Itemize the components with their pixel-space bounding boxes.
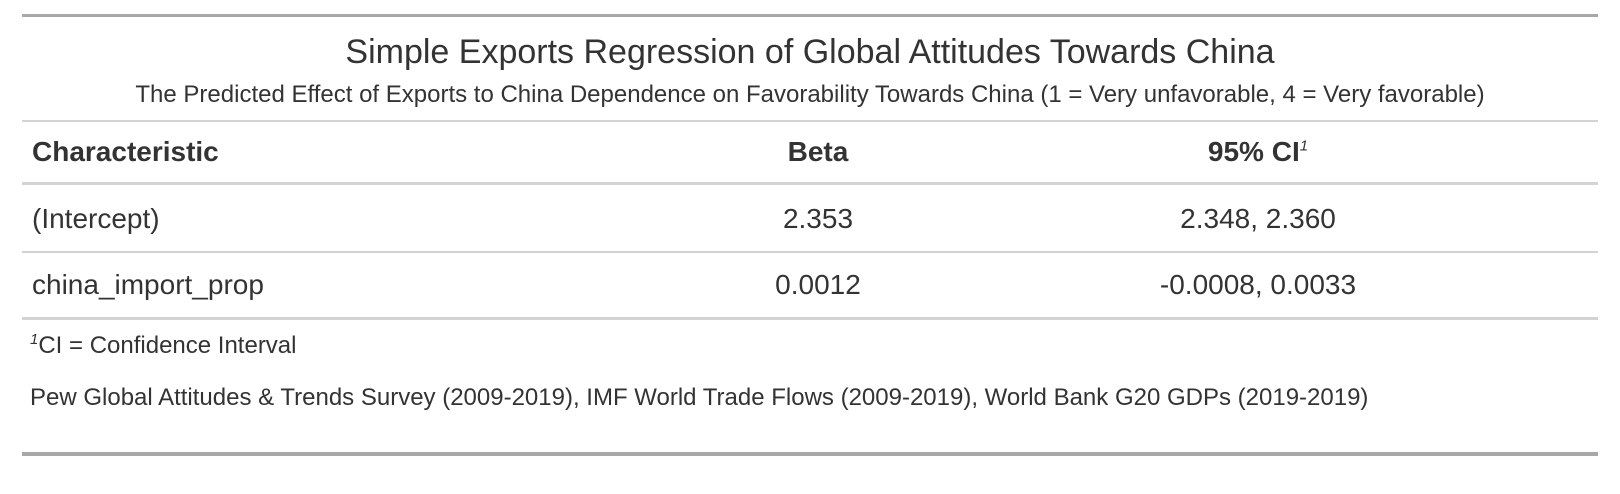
cell-characteristic: china_import_prop — [32, 269, 264, 300]
table-row: (Intercept) 2.353 2.348, 2.360 — [22, 185, 1598, 253]
table-title: Simple Exports Regression of Global Atti… — [345, 33, 1275, 71]
source-note: Pew Global Attitudes & Trends Survey (20… — [30, 384, 1369, 411]
footnote-mark: 1 — [30, 331, 39, 348]
column-header-ci: 95% CI1 — [1148, 132, 1368, 172]
cell-characteristic: (Intercept) — [32, 203, 160, 234]
cell-beta: 2.353 — [782, 203, 854, 234]
body-bottom-rule — [22, 317, 1598, 320]
row-separator — [22, 251, 1598, 253]
column-header-characteristic: Characteristic — [32, 136, 219, 167]
cell-beta: 0.0012 — [775, 269, 861, 300]
table-top-rule — [22, 14, 1598, 17]
column-header-beta: Beta — [787, 136, 849, 167]
table-subtitle: The Predicted Effect of Exports to China… — [135, 81, 1485, 108]
header-top-rule — [22, 120, 1598, 122]
table-row: china_import_prop 0.0012 -0.0008, 0.0033 — [22, 251, 1598, 319]
footnote-text: CI = Confidence Interval — [38, 332, 297, 359]
table-bottom-rule — [22, 452, 1598, 456]
column-header-ci-footnote-mark: 1 — [1299, 137, 1309, 155]
header-bottom-rule — [22, 182, 1598, 185]
cell-ci: -0.0008, 0.0033 — [1159, 269, 1357, 300]
table-footnote: 1CI = Confidence Interval — [30, 330, 296, 362]
column-header-ci-label: 95% CI — [1207, 136, 1300, 167]
cell-ci: 2.348, 2.360 — [1180, 203, 1336, 234]
